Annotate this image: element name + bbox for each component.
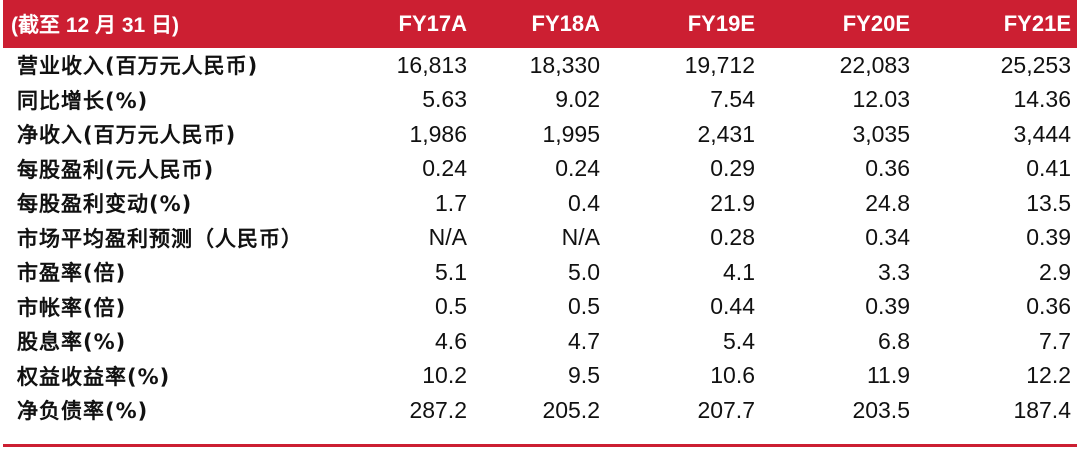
table-cell-value: 203.5 — [852, 396, 910, 423]
table-row: 净收入(百万元人民币) 1,986 1,995 2,431 3,035 3,444 — [3, 117, 1077, 152]
table-row: 营业收入(百万元人民币) 16,813 18,330 19,712 22,083 25,2… — [3, 48, 1077, 83]
table-cell-value: 13.5 — [1026, 189, 1071, 216]
table-cell-value: 12.2 — [1026, 362, 1071, 389]
table-cell-value: 4.1 — [723, 258, 755, 285]
table-cell-value: 16,813 — [396, 51, 467, 78]
table-cell-value: 10.6 — [710, 362, 755, 389]
table-cell-value: 0.5 — [568, 293, 600, 320]
table-row: 股息率(%) 4.6 4.7 5.4 6.8 7.7 — [3, 324, 1077, 359]
row-label: 每股盈利变动(%) — [17, 192, 193, 217]
table-row: 市盈率(倍) 5.1 5.0 4.1 3.3 2.9 — [3, 255, 1077, 290]
row-label: 市帐率(倍) — [17, 295, 127, 320]
table-cell-value: 187.4 — [1013, 396, 1071, 423]
table-cell-value: 205.2 — [542, 396, 600, 423]
table-body: 营业收入(百万元人民币) 16,813 18,330 19,712 22,083 25,2… — [3, 48, 1077, 428]
table-cell-value: 2,431 — [697, 120, 755, 147]
table-cell-value: 0.24 — [555, 155, 600, 182]
table-cell-value: 7.7 — [1039, 327, 1071, 354]
table-row: 同比增长(%) 5.63 9.02 7.54 12.03 14.36 — [3, 83, 1077, 118]
row-label: 同比增长(%) — [17, 88, 149, 113]
table-cell-value: 6.8 — [878, 327, 910, 354]
header-period-label: (截至 12 月 31 日) — [11, 14, 180, 37]
table-cell-value: 19,712 — [684, 51, 755, 78]
table-cell-value: 3,035 — [852, 120, 910, 147]
table-cell-value: 2.9 — [1039, 258, 1071, 285]
table-cell-value: 5.63 — [422, 86, 467, 113]
table-header-row: (截至 12 月 31 日) FY17A FY18A FY19E FY20E F… — [3, 0, 1077, 48]
table-cell-value: 25,253 — [1000, 51, 1071, 78]
table-cell-value: 1,986 — [409, 120, 467, 147]
table-cell-value: 11.9 — [866, 362, 910, 389]
table-cell-value: 287.2 — [409, 396, 467, 423]
table-cell-value: 0.24 — [422, 155, 467, 182]
table-cell-value: 18,330 — [529, 51, 600, 78]
table-cell-value: 5.0 — [568, 258, 600, 285]
table-cell-value: 3,444 — [1013, 120, 1071, 147]
table-cell-value: 4.7 — [568, 327, 600, 354]
row-label: 市盈率(倍) — [17, 261, 127, 286]
table-row: 权益收益率(%) 10.2 9.5 10.6 11.9 12.2 — [3, 359, 1077, 394]
table-cell-value: N/A — [561, 224, 600, 251]
table-cell-value: 4.6 — [435, 327, 467, 354]
table-cell-value: 21.9 — [710, 189, 755, 216]
table-cell-value: 0.44 — [710, 293, 755, 320]
header-fy17a: FY17A — [398, 11, 467, 36]
row-label: 净负债率(%) — [17, 399, 149, 424]
table-row: 每股盈利(元人民币) 0.24 0.24 0.29 0.36 0.41 — [3, 152, 1077, 187]
table-row: 市场平均盈利预测（人民币） N/A N/A 0.28 0.34 0.39 — [3, 221, 1077, 256]
table-row: 净负债率(%) 287.2 205.2 207.7 203.5 187.4 — [3, 393, 1077, 428]
table-cell-value: 0.29 — [710, 155, 755, 182]
bottom-rule — [3, 444, 1077, 447]
row-label: 净收入(百万元人民币) — [17, 123, 237, 148]
table-cell-value: 24.8 — [865, 189, 910, 216]
header-fy19e: FY19E — [687, 11, 755, 36]
table-row: 每股盈利变动(%) 1.7 0.4 21.9 24.8 13.5 — [3, 186, 1077, 221]
table-cell-value: 0.34 — [865, 224, 910, 251]
row-label: 每股盈利(元人民币) — [17, 157, 215, 182]
row-label: 股息率(%) — [17, 330, 127, 355]
table-cell-value: 0.36 — [865, 155, 910, 182]
table-cell-value: 1.7 — [435, 189, 467, 216]
table-cell-value: 1,995 — [542, 120, 600, 147]
table-row: 市帐率(倍) 0.5 0.5 0.44 0.39 0.36 — [3, 290, 1077, 325]
header-fy18a: FY18A — [531, 11, 600, 36]
table-cell-value: 12.03 — [852, 86, 910, 113]
table-cell-value: 5.1 — [435, 258, 467, 285]
table-cell-value: 10.2 — [422, 362, 467, 389]
table-cell-value: 0.39 — [1026, 224, 1071, 251]
header-fy21e: FY21E — [1003, 11, 1071, 36]
table-cell-value: 0.4 — [568, 189, 600, 216]
row-label: 市场平均盈利预测（人民币） — [17, 226, 303, 251]
table-cell-value: N/A — [428, 224, 467, 251]
header-fy20e: FY20E — [842, 11, 910, 36]
table-cell-value: 9.02 — [555, 86, 600, 113]
table-cell-value: 0.36 — [1026, 293, 1071, 320]
table-cell-value: 14.36 — [1013, 86, 1071, 113]
table-cell-value: 7.54 — [710, 86, 755, 113]
table-cell-value: 0.5 — [435, 293, 467, 320]
table-cell-value: 0.28 — [710, 224, 755, 251]
table-cell-value: 207.7 — [697, 396, 755, 423]
table-cell-value: 22,083 — [839, 51, 910, 78]
table-cell-value: 0.39 — [865, 293, 910, 320]
row-label: 权益收益率(%) — [17, 364, 171, 389]
financial-forecast-table: (截至 12 月 31 日) FY17A FY18A FY19E FY20E F… — [3, 0, 1077, 428]
table-cell-value: 0.41 — [1026, 155, 1071, 182]
table-cell-value: 9.5 — [568, 362, 600, 389]
table-cell-value: 5.4 — [723, 327, 755, 354]
table-cell-value: 3.3 — [878, 258, 910, 285]
row-label: 营业收入(百万元人民币) — [17, 54, 259, 79]
